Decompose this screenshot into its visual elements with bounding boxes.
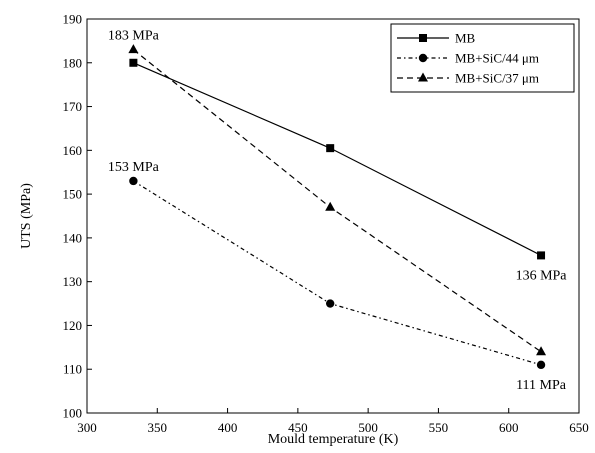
- x-tick-label: 600: [499, 420, 519, 435]
- y-tick-label: 130: [63, 274, 83, 289]
- legend-label: MB+SiC/37 μm: [455, 71, 539, 86]
- x-tick-label: 400: [218, 420, 238, 435]
- y-tick-label: 120: [63, 318, 83, 333]
- data-point-triangle: [128, 44, 139, 54]
- y-tick-label: 150: [63, 187, 83, 202]
- y-tick-label: 170: [63, 99, 83, 114]
- series-lines: [133, 49, 542, 366]
- legend-label: MB: [455, 31, 476, 46]
- x-tick-label: 300: [77, 420, 97, 435]
- x-tick-label: 650: [569, 420, 589, 435]
- y-tick-label: 140: [63, 230, 83, 245]
- x-axis-title: Mould temperature (K): [268, 432, 399, 447]
- data-point-square: [537, 251, 546, 260]
- y-tick-label: 100: [63, 406, 83, 421]
- data-label: 136 MPa: [516, 268, 568, 283]
- data-point-square: [129, 58, 138, 67]
- data-label: 183 MPa: [108, 29, 160, 44]
- legend-label: MB+SiC/44 μm: [455, 51, 539, 66]
- x-tick-label: 550: [429, 420, 449, 435]
- plot-frame: [86, 18, 580, 414]
- x-tick-label: 350: [148, 420, 168, 435]
- y-tick-label: 160: [63, 143, 83, 158]
- data-label: 111 MPa: [516, 378, 567, 393]
- data-point-circle: [129, 176, 138, 186]
- legend: MB MB+SiC/44 μm MB+SiC/37 μm: [390, 23, 575, 93]
- series-line-circle: [133, 180, 542, 366]
- series-markers: [128, 44, 547, 370]
- data-label: 153 MPa: [108, 160, 160, 175]
- y-tick-label: 110: [63, 362, 82, 377]
- legend-marker-triangle: [418, 72, 428, 82]
- legend-marker-square: [419, 34, 427, 42]
- x-tick-label: 450: [288, 420, 308, 435]
- x-tick-label: 500: [358, 420, 378, 435]
- data-annotations: 183 MPa 153 MPa 136 MPa 111 MPa: [108, 29, 567, 393]
- legend-marker-circle: [418, 53, 428, 63]
- y-tick-label: 180: [63, 55, 83, 70]
- series-line-triangle: [133, 49, 542, 353]
- data-point-circle: [536, 360, 546, 370]
- data-point-square: [326, 144, 335, 153]
- data-point-triangle: [536, 346, 547, 356]
- y-tick-label: 190: [63, 12, 83, 27]
- data-point-circle: [325, 299, 335, 308]
- axis-ticks: 300 350 400 450 500 550 600 650 100 110 120 130 140 1…: [63, 12, 589, 436]
- y-axis-title: UTS (MPa): [19, 183, 34, 249]
- data-point-triangle: [325, 201, 336, 211]
